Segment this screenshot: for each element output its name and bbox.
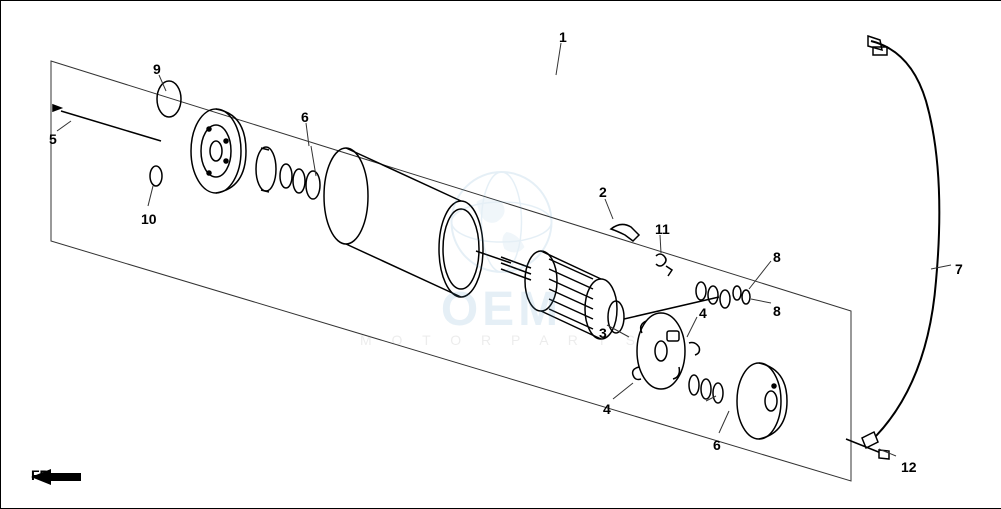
callout-7: 7 — [955, 261, 963, 277]
diagram-canvas: OEM M O T O R P A R T S 9 1 5 10 6 2 11 … — [0, 0, 1001, 509]
callout-1: 1 — [559, 29, 567, 45]
callout-12: 12 — [901, 459, 917, 475]
callout-2: 2 — [599, 184, 607, 200]
callout-6b: 6 — [713, 437, 721, 453]
callout-6a: 6 — [301, 109, 309, 125]
callout-10: 10 — [141, 211, 157, 227]
parts-drawing — [1, 1, 1001, 508]
callout-8b: 8 — [773, 303, 781, 319]
callout-4b: 4 — [603, 401, 611, 417]
arrow-left-icon — [31, 467, 101, 487]
front-direction-indicator: FR. — [31, 467, 54, 483]
callout-8a: 8 — [773, 249, 781, 265]
callout-5: 5 — [49, 131, 57, 147]
callout-3: 3 — [599, 325, 607, 341]
callout-4a: 4 — [699, 305, 707, 321]
callout-9: 9 — [153, 61, 161, 77]
callout-11: 11 — [655, 221, 670, 237]
